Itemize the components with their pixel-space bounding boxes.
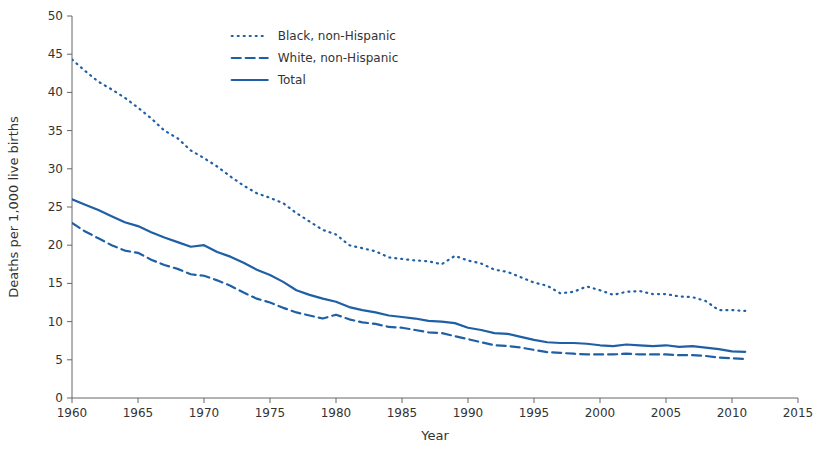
axes: 1960196519701975198019851990199520002005… [48, 9, 814, 420]
y-tick [67, 283, 72, 284]
series-line [72, 199, 745, 351]
chart: 1960196519701975198019851990199520002005… [0, 0, 822, 450]
y-tick [67, 92, 72, 93]
x-tick-label: 1990 [453, 406, 484, 420]
y-tick-label: 15 [48, 276, 63, 290]
x-axis-label: Year [420, 428, 449, 443]
y-tick-label: 5 [55, 353, 63, 367]
y-tick [67, 359, 72, 360]
y-tick [67, 16, 72, 17]
y-tick [67, 168, 72, 169]
y-tick [67, 54, 72, 55]
x-tick [402, 398, 403, 403]
x-tick-label: 1965 [123, 406, 154, 420]
x-tick-label: 1995 [519, 406, 550, 420]
plot-area [72, 60, 745, 359]
legend-label: Total [277, 73, 306, 87]
x-tick [534, 398, 535, 403]
x-tick-label: 1975 [255, 406, 286, 420]
y-tick-label: 30 [48, 162, 63, 176]
x-tick [72, 398, 73, 403]
series-line [72, 223, 745, 359]
x-tick [600, 398, 601, 403]
legend: Black, non-Hispanic White, non-Hispanic To… [232, 29, 399, 87]
y-tick [67, 130, 72, 131]
x-tick [798, 398, 799, 403]
x-tick [666, 398, 667, 403]
y-tick-label: 35 [48, 124, 63, 138]
x-tick [138, 398, 139, 403]
y-tick [67, 207, 72, 208]
x-tick [204, 398, 205, 403]
y-tick [67, 398, 72, 399]
y-tick-label: 10 [48, 315, 63, 329]
x-tick [270, 398, 271, 403]
legend-swatch [232, 57, 268, 59]
y-tick-label: 25 [48, 200, 63, 214]
x-tick-label: 2000 [585, 406, 616, 420]
legend-swatch [232, 79, 268, 81]
x-tick [732, 398, 733, 403]
x-tick-label: 1960 [57, 406, 88, 420]
y-tick [67, 321, 72, 322]
x-tick-label: 1980 [321, 406, 352, 420]
x-tick [468, 398, 469, 403]
series-line [72, 60, 745, 311]
x-tick [336, 398, 337, 403]
y-tick-label: 50 [48, 9, 63, 23]
x-tick-label: 1985 [387, 406, 418, 420]
y-axis-label: Deaths per 1,000 live births [6, 116, 21, 298]
y-tick-label: 20 [48, 238, 63, 252]
x-tick-label: 2010 [717, 406, 748, 420]
y-tick-label: 40 [48, 85, 63, 99]
x-tick-label: 2015 [783, 406, 814, 420]
legend-label: Black, non-Hispanic [278, 29, 396, 43]
x-tick-label: 1970 [189, 406, 220, 420]
x-tick-label: 2005 [651, 406, 682, 420]
legend-swatch [232, 35, 268, 37]
x-axis-line [72, 398, 798, 399]
legend-label: White, non-Hispanic [278, 51, 399, 65]
y-tick-label: 45 [48, 47, 63, 61]
y-tick [67, 245, 72, 246]
y-tick-label: 0 [55, 391, 63, 405]
